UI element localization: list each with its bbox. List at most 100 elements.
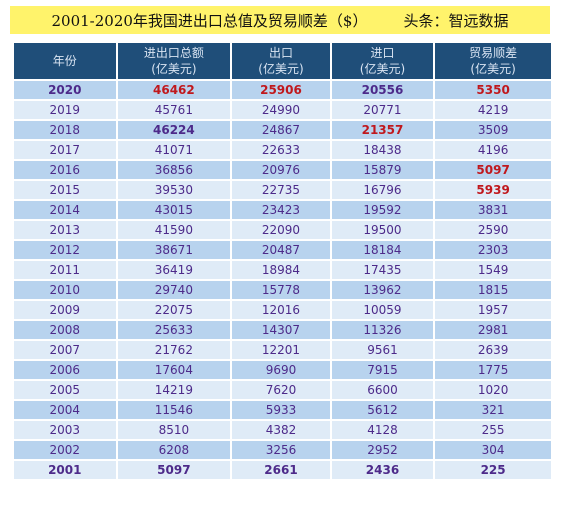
cell-year: 2006	[14, 361, 116, 379]
cell-year: 2016	[14, 161, 116, 179]
cell-surplus: 255	[435, 421, 551, 439]
cell-import: 2952	[331, 441, 434, 459]
cell-export: 22735	[232, 181, 330, 199]
cell-year: 2011	[14, 261, 116, 279]
header-import-label: 进口	[370, 46, 395, 60]
cell-total: 46462	[117, 81, 231, 99]
table-row: 2001 5097 2661 2436 225	[14, 461, 551, 479]
cell-import: 20771	[331, 101, 434, 119]
cell-surplus: 2590	[435, 221, 551, 239]
cell-year: 2013	[14, 221, 116, 239]
cell-import: 18184	[331, 241, 434, 259]
header-total-unit: (亿美元)	[151, 62, 197, 76]
cell-surplus: 304	[435, 441, 551, 459]
cell-surplus: 1815	[435, 281, 551, 299]
cell-year: 2012	[14, 241, 116, 259]
cell-year: 2008	[14, 321, 116, 339]
cell-year: 2001	[14, 461, 116, 479]
cell-import: 6600	[331, 381, 434, 399]
cell-import: 11326	[331, 321, 434, 339]
table-row: 2008 25633 14307 11326 2981	[14, 321, 551, 339]
header-total-label: 进出口总额	[143, 46, 204, 60]
cell-surplus: 3509	[435, 121, 551, 139]
cell-export: 3256	[232, 441, 330, 459]
cell-export: 12016	[232, 301, 330, 319]
header-export-unit: (亿美元)	[258, 62, 304, 76]
table-title: 2001-2020年我国进出口总值及贸易顺差（$）	[51, 11, 368, 30]
cell-export: 2661	[232, 461, 330, 479]
cell-total: 14219	[117, 381, 231, 399]
table-row: 2020 46462 25906 20556 5350	[14, 81, 551, 99]
cell-import: 2436	[331, 461, 434, 479]
cell-import: 16796	[331, 181, 434, 199]
table-row: 2012 38671 20487 18184 2303	[14, 241, 551, 259]
header-export: 出口 (亿美元)	[232, 43, 330, 79]
cell-import: 21357	[331, 121, 434, 139]
header-row: 年份 进出口总额 (亿美元) 出口 (亿美元) 进口 (亿美元) 贸易顺差 (亿…	[14, 43, 551, 79]
cell-surplus: 1020	[435, 381, 551, 399]
cell-surplus: 5097	[435, 161, 551, 179]
table-header: 年份 进出口总额 (亿美元) 出口 (亿美元) 进口 (亿美元) 贸易顺差 (亿…	[14, 43, 551, 79]
cell-surplus: 225	[435, 461, 551, 479]
table-row: 2014 43015 23423 19592 3831	[14, 201, 551, 219]
table-row: 2017 41071 22633 18438 4196	[14, 141, 551, 159]
cell-import: 13962	[331, 281, 434, 299]
cell-surplus: 3831	[435, 201, 551, 219]
table-row: 2002 6208 3256 2952 304	[14, 441, 551, 459]
header-surplus-label: 贸易顺差	[469, 46, 518, 60]
table-row: 2010 29740 15778 13962 1815	[14, 281, 551, 299]
trade-table: 年份 进出口总额 (亿美元) 出口 (亿美元) 进口 (亿美元) 贸易顺差 (亿…	[12, 41, 553, 481]
table-row: 2006 17604 9690 7915 1775	[14, 361, 551, 379]
cell-import: 20556	[331, 81, 434, 99]
cell-export: 14307	[232, 321, 330, 339]
cell-surplus: 2981	[435, 321, 551, 339]
cell-surplus: 321	[435, 401, 551, 419]
table-body: 2020 46462 25906 20556 5350 2019 45761 24990 207…	[14, 81, 551, 479]
cell-export: 22633	[232, 141, 330, 159]
cell-surplus: 4196	[435, 141, 551, 159]
cell-year: 2002	[14, 441, 116, 459]
cell-total: 43015	[117, 201, 231, 219]
cell-year: 2014	[14, 201, 116, 219]
cell-total: 8510	[117, 421, 231, 439]
cell-import: 7915	[331, 361, 434, 379]
table-row: 2011 36419 18984 17435 1549	[14, 261, 551, 279]
cell-surplus: 1775	[435, 361, 551, 379]
table-row: 2015 39530 22735 16796 5939	[14, 181, 551, 199]
cell-year: 2010	[14, 281, 116, 299]
cell-export: 9690	[232, 361, 330, 379]
header-year: 年份	[14, 43, 116, 79]
table-row: 2019 45761 24990 20771 4219	[14, 101, 551, 119]
cell-total: 29740	[117, 281, 231, 299]
cell-import: 19500	[331, 221, 434, 239]
cell-surplus: 5939	[435, 181, 551, 199]
table-row: 2005 14219 7620 6600 1020	[14, 381, 551, 399]
cell-year: 2018	[14, 121, 116, 139]
cell-import: 17435	[331, 261, 434, 279]
cell-year: 2007	[14, 341, 116, 359]
source-label: 头条：智远数据	[403, 11, 509, 30]
cell-surplus: 1549	[435, 261, 551, 279]
cell-total: 41071	[117, 141, 231, 159]
cell-export: 12201	[232, 341, 330, 359]
cell-import: 18438	[331, 141, 434, 159]
cell-surplus: 1957	[435, 301, 551, 319]
cell-export: 22090	[232, 221, 330, 239]
cell-export: 24867	[232, 121, 330, 139]
cell-export: 5933	[232, 401, 330, 419]
cell-import: 9561	[331, 341, 434, 359]
cell-import: 19592	[331, 201, 434, 219]
cell-import: 10059	[331, 301, 434, 319]
header-export-label: 出口	[268, 46, 293, 60]
cell-year: 2005	[14, 381, 116, 399]
table-row: 2003 8510 4382 4128 255	[14, 421, 551, 439]
table-row: 2004 11546 5933 5612 321	[14, 401, 551, 419]
table-row: 2009 22075 12016 10059 1957	[14, 301, 551, 319]
cell-total: 21762	[117, 341, 231, 359]
cell-export: 18984	[232, 261, 330, 279]
cell-total: 5097	[117, 461, 231, 479]
cell-year: 2017	[14, 141, 116, 159]
header-import-unit: (亿美元)	[359, 62, 406, 76]
cell-total: 11546	[117, 401, 231, 419]
cell-year: 2003	[14, 421, 116, 439]
